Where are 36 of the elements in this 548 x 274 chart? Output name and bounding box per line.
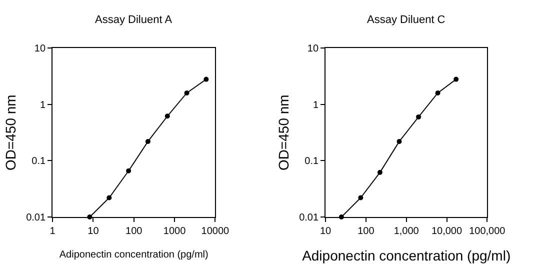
y-tick-label: 0.1: [304, 156, 319, 168]
y-axis-title: OD=450 nm: [276, 94, 292, 171]
point: [416, 114, 422, 120]
point: [184, 90, 190, 96]
y-tick-label: 10: [34, 44, 46, 55]
x-tick-label: 1000: [163, 226, 186, 238]
chart-title: Assay Diluent C: [367, 14, 446, 26]
point: [106, 195, 112, 200]
x-tick-label: 10: [320, 226, 332, 238]
chart-title: Assay Diluent A: [95, 14, 173, 26]
point: [377, 170, 382, 175]
x-tick-label: 10: [88, 226, 100, 238]
y-tick-label: 0.01: [26, 212, 46, 224]
x-tick-label: 1,000: [394, 226, 420, 238]
point: [126, 168, 132, 174]
x-tick-label: 10,000: [431, 226, 462, 238]
x-tick-label: 10000: [201, 226, 230, 238]
x-axis-title: Adiponectin concentration (pg/ml): [59, 250, 208, 261]
point: [358, 195, 364, 200]
y-axis-title: OD=450 nm: [2, 94, 19, 171]
y-tick-label: 1: [312, 100, 319, 111]
point: [454, 76, 459, 82]
point: [396, 138, 402, 144]
x-tick-label: 100: [358, 226, 375, 238]
x-tick-label: 100: [126, 226, 143, 238]
point: [435, 90, 440, 96]
y-tick-label: 10: [307, 44, 319, 55]
x-tick-label: 1: [50, 226, 56, 238]
point: [204, 76, 209, 82]
y-tick-label: 1: [40, 100, 46, 111]
x-axis-title: Adiponectin concentration (pg/ml): [302, 247, 511, 264]
y-tick-label: 0.1: [32, 156, 46, 168]
point: [164, 114, 170, 119]
point: [145, 138, 150, 144]
y-tick-label: 0.01: [299, 212, 319, 224]
x-tick-label: 100,000: [469, 226, 506, 238]
